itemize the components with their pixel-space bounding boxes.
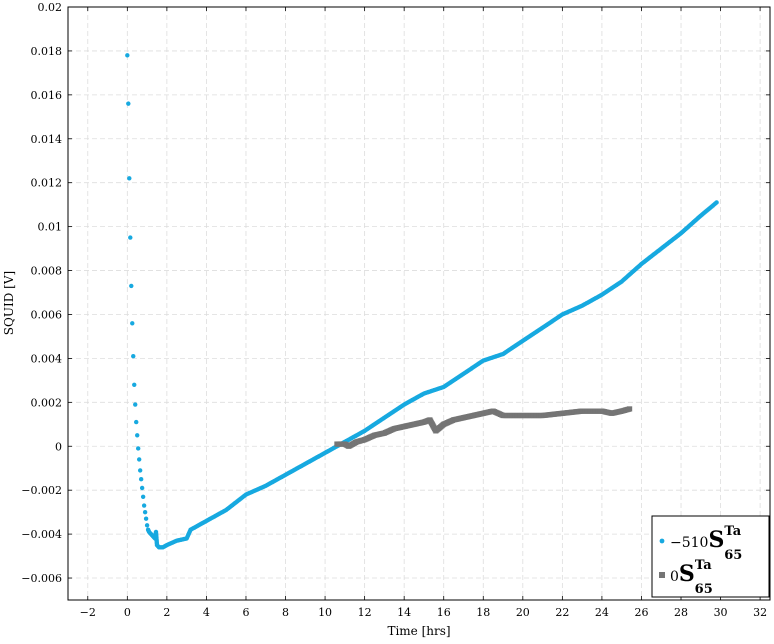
data-point: [144, 523, 150, 528]
x-tick-label: 18: [476, 606, 490, 619]
y-tick-label: 0.012: [31, 177, 63, 190]
legend-marker-circle: [659, 538, 665, 544]
data-point: [125, 53, 130, 58]
x-tick-label: 4: [203, 606, 210, 619]
legend-item: −510STa 65: [659, 524, 742, 563]
x-tick-label: 8: [282, 606, 289, 619]
legend-label-part: S: [708, 527, 724, 553]
y-tick-label: 0.008: [31, 265, 63, 278]
data-point: [142, 509, 148, 515]
data-point: [143, 516, 149, 521]
data-point: [129, 283, 134, 289]
x-axis-title: Time [hrs]: [387, 624, 450, 638]
data-point: [141, 503, 147, 508]
grid-lines: [68, 6, 770, 600]
legend-marker-square: [659, 572, 665, 578]
x-tick-label: −2: [80, 606, 96, 619]
y-axis-title: SQUID [V]: [2, 271, 16, 335]
x-tick-label: 26: [634, 606, 648, 619]
y-tick-label: 0.004: [31, 352, 63, 365]
y-tick-label: 0.018: [31, 45, 63, 58]
y-tick-label: 0: [55, 440, 62, 453]
legend-label-part: 65: [695, 582, 713, 597]
data-point: [136, 457, 142, 462]
y-tick-label: 0.014: [31, 133, 63, 146]
y-tick-label: 0.01: [38, 221, 63, 234]
legend-label: −510STa 65: [670, 524, 742, 563]
x-tick-label: 20: [516, 606, 530, 619]
data-point: [135, 433, 140, 438]
y-tick-label: −0.002: [21, 484, 62, 497]
x-tick-label: 2: [163, 606, 170, 619]
data-point: [138, 477, 144, 482]
data-point: [128, 235, 133, 240]
plot-frame: [67, 6, 771, 601]
data-point: [139, 485, 145, 491]
series-1: [125, 53, 719, 550]
legend-label-part: Ta: [695, 558, 712, 573]
x-tick-label: 12: [358, 606, 372, 619]
legend-label-part: 65: [724, 548, 742, 563]
legend-label-part: −510: [670, 535, 708, 551]
data-point: [130, 321, 135, 326]
y-tick-label: 0.02: [38, 1, 63, 14]
legend-label: 0STa 65: [670, 558, 713, 597]
y-tick-label: −0.006: [21, 572, 62, 585]
x-tick-label: 24: [595, 606, 609, 619]
y-tick-label: 0.002: [31, 396, 63, 409]
series-2: [334, 406, 633, 449]
series-layer: [125, 53, 719, 550]
y-tick-label: 0.006: [31, 308, 63, 321]
x-tick-label: 32: [753, 606, 767, 619]
legend-box: [651, 515, 770, 598]
data-point: [136, 446, 141, 451]
data-point: [127, 176, 132, 181]
x-tick-label: 30: [714, 606, 728, 619]
data-point: [132, 382, 137, 387]
tick-marks: [68, 6, 770, 600]
data-point: [131, 354, 136, 359]
x-tick-label: 28: [674, 606, 688, 619]
data-point: [140, 494, 146, 499]
x-tick-label: 10: [318, 606, 332, 619]
data-point: [627, 406, 633, 412]
data-point: [714, 200, 719, 205]
legend-label-part: S: [679, 561, 695, 587]
y-tick-label: −0.004: [21, 528, 62, 541]
data-point: [133, 402, 138, 407]
x-tick-label: 14: [397, 606, 411, 619]
data-point: [137, 468, 143, 473]
tick-labels: −2 0 2 4 6 8 10 12 14 16 18 20 22 24 26 28 30 32−0.006−0.…: [21, 1, 767, 619]
x-tick-label: 0: [124, 606, 131, 619]
x-tick-label: 16: [437, 606, 451, 619]
y-tick-label: 0.016: [31, 89, 63, 102]
legend-label-part: Ta: [724, 524, 741, 539]
x-tick-label: 22: [555, 606, 569, 619]
x-tick-label: 6: [242, 606, 249, 619]
legend-item: 0STa 65: [659, 558, 713, 597]
data-point: [134, 419, 139, 425]
legend-label-part: 0: [670, 569, 679, 585]
data-point: [126, 101, 131, 106]
